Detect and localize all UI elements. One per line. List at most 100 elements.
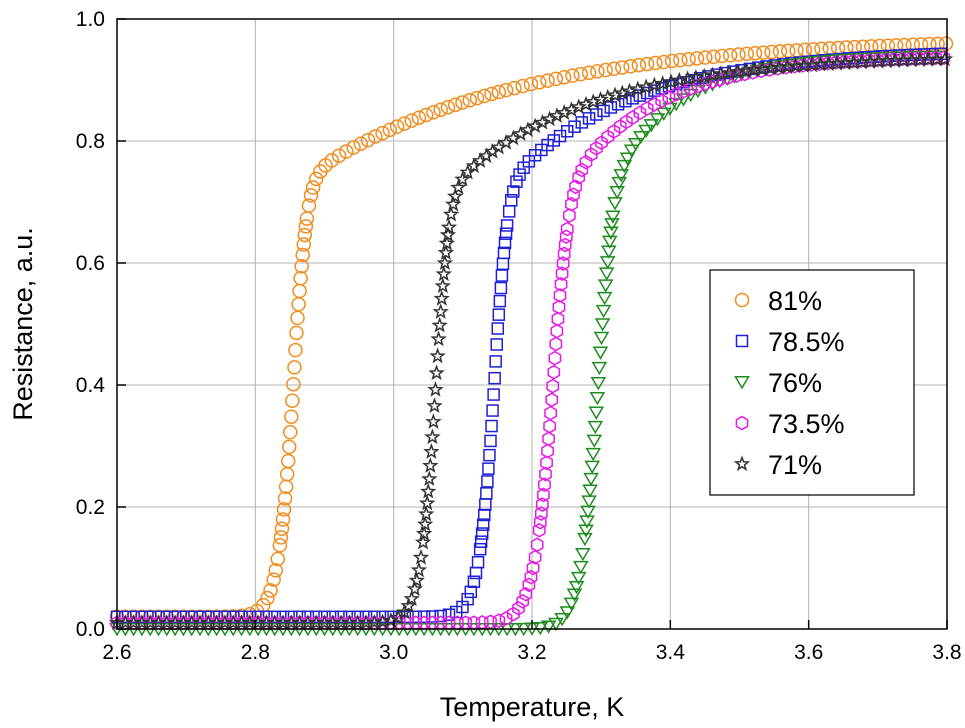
- data-point: [500, 219, 514, 232]
- data-point: [528, 549, 542, 565]
- data-point: [499, 611, 513, 626]
- data-point: [426, 397, 443, 414]
- series-71: [108, 50, 954, 630]
- data-point: [512, 600, 525, 616]
- data-point: [689, 51, 705, 66]
- data-point: [485, 419, 498, 433]
- data-point: [563, 597, 580, 611]
- data-point: [481, 475, 494, 488]
- data-point: [308, 171, 324, 187]
- data-point: [331, 148, 347, 163]
- data-point: [558, 237, 572, 253]
- data-point: [619, 152, 636, 166]
- data-point: [482, 462, 495, 475]
- data-point: [540, 620, 557, 634]
- legend-marker: [734, 292, 750, 308]
- data-point: [609, 186, 625, 200]
- data-point: [484, 86, 499, 102]
- data-point: [548, 350, 562, 366]
- data-point: [283, 424, 298, 440]
- data-point: [406, 580, 423, 597]
- data-point: [587, 420, 604, 435]
- data-point: [862, 53, 876, 68]
- data-point: [627, 137, 644, 152]
- data-point: [539, 466, 552, 482]
- data-point: [218, 610, 232, 624]
- data-point: [301, 198, 317, 213]
- data-point: [589, 140, 603, 156]
- data-point: [570, 571, 587, 586]
- data-point: [426, 610, 439, 623]
- data-point: [334, 610, 348, 624]
- data-point: [669, 86, 683, 102]
- data-point: [417, 610, 431, 623]
- data-point: [747, 45, 763, 61]
- data-point: [491, 322, 505, 335]
- data-point: [433, 102, 448, 117]
- data-point: [498, 236, 512, 250]
- data-point: [631, 57, 647, 73]
- x-tick-label: 3.6: [794, 641, 823, 664]
- data-point: [442, 608, 456, 621]
- data-point: [655, 93, 669, 109]
- data-point: [583, 472, 599, 487]
- data-point: [284, 409, 299, 424]
- data-point: [493, 294, 507, 308]
- data-point: [556, 69, 572, 85]
- data-point: [454, 170, 471, 187]
- data-point: [544, 405, 558, 421]
- data-point: [412, 548, 430, 565]
- legend-label: 78.5%: [768, 327, 845, 357]
- data-point: [434, 277, 452, 294]
- data-point: [597, 279, 614, 293]
- data-point: [464, 585, 478, 599]
- data-point: [422, 457, 439, 473]
- data-point: [487, 388, 500, 401]
- data-point: [545, 392, 559, 408]
- data-point: [359, 610, 373, 624]
- data-point: [444, 195, 462, 212]
- data-point: [620, 114, 633, 130]
- data-point: [202, 610, 215, 624]
- data-point: [277, 491, 293, 506]
- data-point: [273, 530, 289, 545]
- data-point: [556, 256, 570, 271]
- data-point: [547, 364, 561, 380]
- data-point: [533, 514, 547, 530]
- data-point: [523, 76, 539, 92]
- data-point: [475, 527, 489, 540]
- data-point: [804, 57, 818, 72]
- data-point: [440, 99, 456, 115]
- data-point: [929, 50, 942, 66]
- data-point: [846, 53, 859, 69]
- y-axis-title: Resistance, a.u.: [8, 227, 38, 421]
- x-tick-label: 2.6: [102, 641, 131, 664]
- data-point: [574, 547, 591, 562]
- data-point: [912, 51, 926, 66]
- data-point: [582, 484, 598, 498]
- y-tick-label: 0.0: [76, 618, 105, 641]
- data-point: [745, 61, 763, 78]
- data-point: [288, 342, 303, 358]
- data-point: [549, 336, 563, 352]
- data-point: [722, 47, 738, 63]
- data-point: [423, 443, 440, 459]
- data-point: [276, 502, 292, 517]
- data-point: [557, 246, 571, 262]
- data-point: [575, 162, 589, 178]
- data-point: [623, 144, 640, 158]
- data-point: [519, 586, 533, 602]
- x-tick-label: 3.0: [379, 641, 408, 664]
- data-point: [351, 610, 364, 624]
- data-point: [582, 112, 596, 125]
- data-point: [507, 185, 520, 198]
- data-point: [548, 617, 564, 632]
- data-point: [420, 483, 437, 499]
- data-point: [510, 175, 523, 188]
- data-point: [471, 152, 489, 168]
- data-point: [152, 610, 165, 624]
- data-point: [565, 196, 578, 212]
- y-tick-label: 0.6: [76, 252, 105, 275]
- legend-marker: [735, 415, 749, 431]
- data-point: [346, 140, 361, 155]
